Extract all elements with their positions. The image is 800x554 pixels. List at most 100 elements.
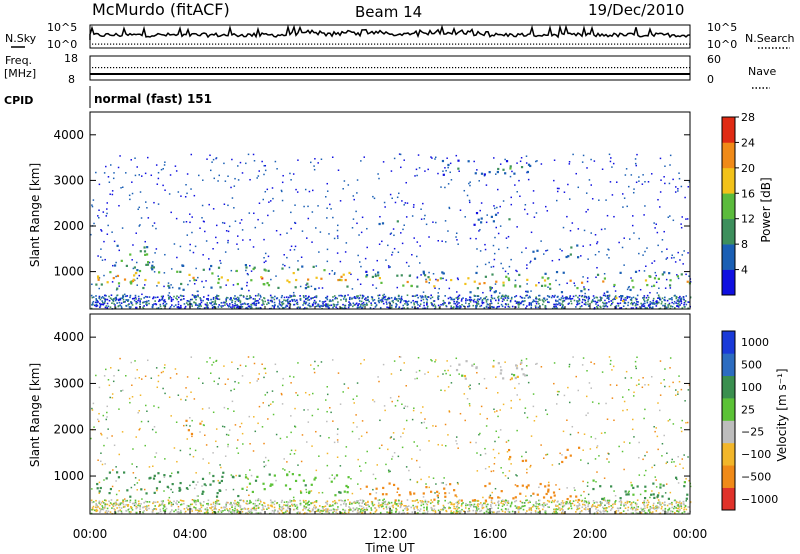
nsearch-dot: [212, 43, 214, 45]
velocity-echo-cell: [191, 435, 193, 438]
velocity-echo-cell: [106, 512, 109, 514]
power-echo-cell: [254, 298, 256, 300]
power-echo-cell: [329, 299, 331, 301]
velocity-echo-cell: [99, 511, 101, 514]
velocity-echo-cell: [312, 508, 314, 511]
velocity-echo-cell: [358, 502, 361, 504]
velocity-echo-cell: [644, 384, 646, 386]
power-echo-cell: [220, 276, 223, 279]
velocity-echo-cell: [406, 405, 409, 408]
power-echo-cell: [441, 159, 445, 163]
power-echo-cell: [364, 257, 367, 260]
power-echo-cell: [342, 273, 345, 276]
power-echo-cell: [608, 301, 610, 303]
power-echo-cell: [162, 184, 164, 187]
velocity-echo-cell: [237, 510, 240, 513]
power-echo-cell: [189, 213, 191, 215]
power-echo-cell: [486, 303, 489, 305]
velocity-echo-cell: [289, 501, 292, 503]
velocity-echo-cell: [658, 501, 660, 503]
velocity-echo-cell: [130, 361, 132, 364]
power-echo-cell: [632, 286, 635, 289]
power-echo-cell: [442, 299, 445, 302]
velocity-echo-cell: [438, 492, 440, 495]
velocity-echo-cell: [229, 503, 231, 506]
power-echo-cell: [138, 274, 140, 277]
power-echo-cell: [317, 205, 319, 207]
power-echo-cell: [658, 287, 660, 290]
velocity-echo-cell: [326, 420, 328, 423]
power-echo-cell: [430, 294, 432, 297]
power-echo-cell: [396, 274, 399, 277]
power-echo-cell: [467, 305, 469, 308]
nsearch-dot: [233, 43, 235, 45]
velocity-echo-cell: [545, 454, 547, 456]
velocity-echo-cell: [432, 477, 435, 479]
power-echo-cell: [393, 234, 395, 237]
velocity-echo-cell: [475, 441, 477, 444]
power-echo-cell: [138, 298, 140, 300]
power-echo-cell: [348, 301, 350, 303]
velocity-echo-cell: [620, 512, 623, 514]
velocity-echo-cell: [343, 500, 346, 502]
nsearch-dot: [152, 43, 154, 45]
nsearch-dot: [449, 43, 451, 45]
velocity-echo-cell: [310, 490, 313, 492]
power-echo-cell: [272, 296, 274, 299]
power-echo-cell: [540, 284, 544, 287]
power-echo-cell: [455, 307, 457, 310]
velocity-echo-cell: [207, 504, 210, 506]
velocity-echo-cell: [664, 368, 666, 370]
nsearch-dot: [236, 43, 238, 45]
velocity-echo-cell: [385, 503, 388, 506]
nave-dot: [671, 67, 673, 69]
power-echo-cell: [548, 283, 552, 286]
nave-dot: [623, 67, 625, 69]
power-echo-cell: [551, 259, 554, 262]
power-echo-cell: [481, 301, 483, 303]
velocity-echo-cell: [411, 511, 414, 513]
velocity-echo-cell: [641, 510, 643, 512]
velocity-echo-cell: [399, 505, 402, 507]
power-echo-cell: [152, 296, 155, 298]
power-echo-cell: [120, 259, 123, 262]
power-echo-cell: [308, 299, 311, 301]
velocity-echo-cell: [594, 458, 597, 460]
power-echo-cell: [104, 300, 106, 303]
velocity-echo-cell: [359, 488, 362, 490]
nave-dot: [140, 67, 142, 69]
velocity-echo-cell: [452, 503, 454, 506]
power-echo-cell: [118, 285, 120, 287]
velocity-echo-cell: [296, 506, 299, 509]
power-echo-cell: [356, 295, 358, 297]
velocity-echo-cell: [258, 373, 260, 375]
velocity-echo-cell: [683, 454, 685, 456]
velocity-echo-cell: [201, 408, 204, 410]
power-echo-cell: [677, 188, 679, 190]
nsearch-dot: [131, 43, 133, 45]
power-echo-cell: [507, 272, 510, 275]
power-echo-cell: [191, 298, 194, 301]
power-echo-cell: [206, 302, 209, 304]
velocity-echo-cell: [111, 393, 114, 395]
power-echo-cell: [155, 164, 158, 166]
velocity-echo-cell: [191, 499, 194, 501]
velocity-echo-cell: [525, 495, 527, 497]
velocity-echo-cell: [315, 506, 317, 509]
velocity-echo-cell: [592, 500, 595, 502]
power-echo-cell: [230, 297, 232, 300]
velocity-echo-cell: [105, 418, 108, 421]
velocity-echo-cell: [538, 499, 540, 502]
velocity-echo-cell: [591, 505, 593, 507]
power-echo-cell: [397, 295, 400, 298]
power-echo-cell: [433, 300, 436, 302]
power-echo-cell: [150, 174, 153, 177]
power-echo-cell: [569, 279, 572, 282]
nave-dot: [185, 67, 187, 69]
power-echo-cell: [205, 306, 208, 309]
velocity-echo-cell: [334, 501, 337, 504]
power-echo-cell: [197, 294, 199, 297]
power-echo-cell: [102, 303, 105, 306]
nsky-tick-low: 10^0: [47, 38, 77, 51]
power-echo-cell: [557, 303, 559, 306]
